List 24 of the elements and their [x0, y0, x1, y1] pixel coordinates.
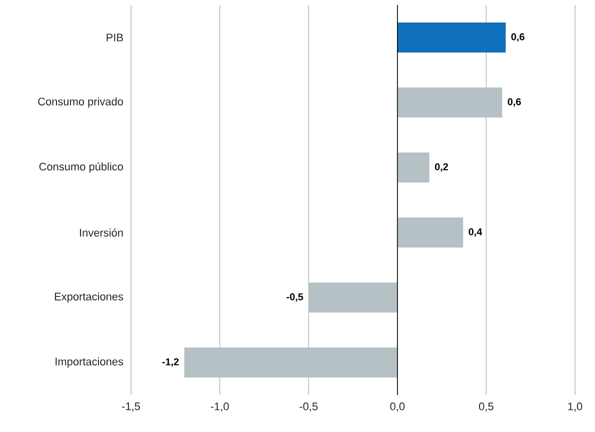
y-tick-label: Exportaciones — [54, 292, 124, 303]
data-label: 0,6 — [511, 33, 524, 42]
y-tick-label: PIB — [106, 34, 123, 42]
bar — [308, 282, 398, 312]
y-tick-label: Consumo público — [39, 162, 123, 173]
bar — [184, 348, 398, 378]
bar — [397, 152, 430, 182]
x-tick-label: 0,5 — [479, 402, 494, 412]
x-tick-label: 0,0 — [390, 402, 405, 412]
y-tick-label: Consumo privado — [38, 97, 123, 108]
x-tick-label: -0,5 — [300, 402, 318, 412]
bar — [397, 22, 506, 52]
bar — [397, 218, 464, 248]
y-tick-label: Importaciones — [56, 357, 124, 368]
data-label: 0,4 — [468, 228, 482, 237]
data-label: 0,2 — [434, 163, 448, 172]
x-tick-label: -1,0 — [210, 402, 229, 412]
data-label: 0,6 — [508, 98, 521, 107]
x-tick-label: 1,0 — [568, 402, 582, 412]
x-tick-label: -1,5 — [122, 402, 140, 412]
data-label: -0,5 — [286, 293, 304, 302]
data-label: -1,2 — [162, 358, 179, 367]
y-tick-label: Inversión — [80, 228, 123, 237]
bar — [397, 88, 502, 118]
